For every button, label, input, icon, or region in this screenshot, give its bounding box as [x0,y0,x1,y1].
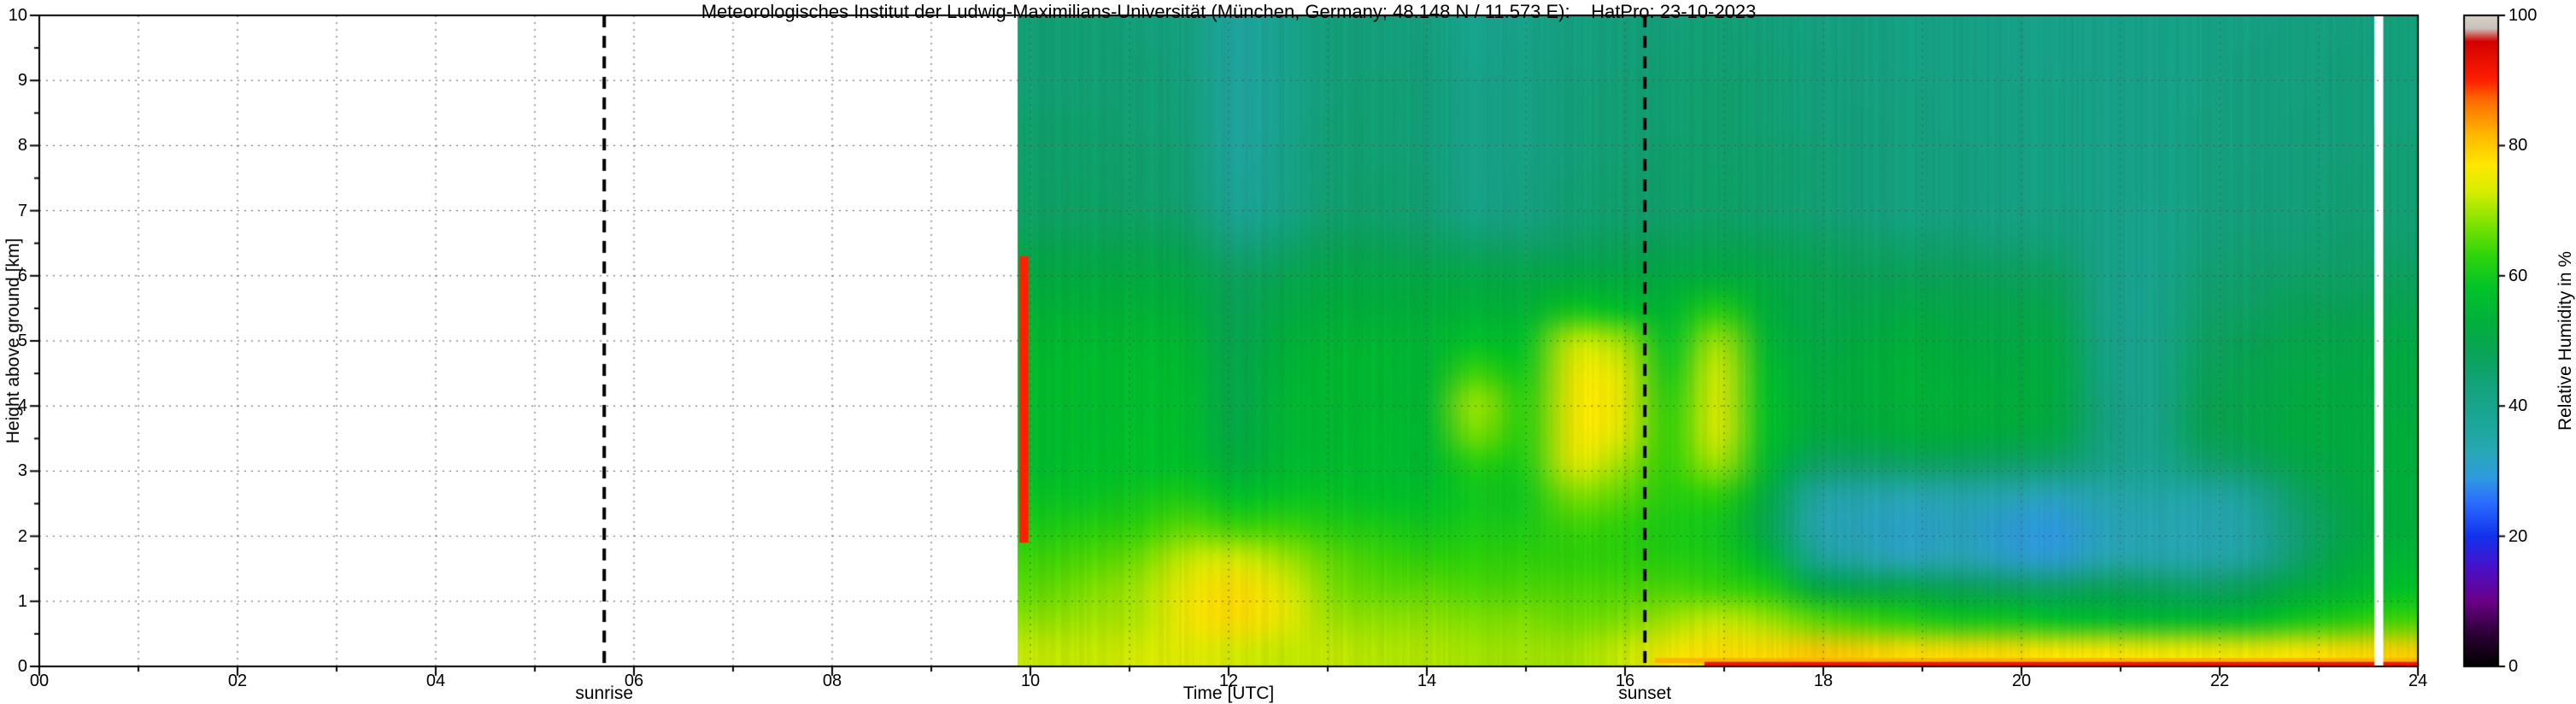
y-tick-label: 0 [17,657,27,676]
colorbar-label: Relative Humidity in % [2555,250,2575,431]
x-axis-label: Time [UTC] [1182,683,1275,703]
x-tick-label: 08 [822,672,842,690]
colorbar-tick-label: 60 [2509,266,2528,285]
y-tick-label: 9 [17,71,27,91]
y-tick-label: 5 [17,331,27,350]
x-tick-label: 20 [2011,672,2032,690]
x-tick-label: 10 [1020,672,1041,690]
x-tick-label: 02 [227,672,248,690]
colorbar-tick-label: 20 [2509,526,2528,546]
y-tick-label: 2 [17,526,27,546]
x-tick-label: 12 [1218,672,1239,690]
x-tick-label: 24 [2408,672,2428,690]
x-tick-label: 18 [1813,672,1834,690]
sunset-annotation-label: sunset [1618,683,1672,703]
y-tick-label: 3 [17,461,27,481]
colorbar-tick-label: 40 [2509,396,2528,416]
x-tick-label: 04 [425,672,446,690]
colorbar-tick-label: 100 [2509,6,2538,25]
y-tick-label: 1 [17,591,27,611]
colorbar-tick-label: 80 [2509,136,2528,155]
y-tick-label: 10 [8,6,27,25]
y-tick-label: 4 [17,396,27,416]
chart-title: Meteorologisches Institut der Ludwig-Max… [701,1,1757,22]
y-tick-label: 6 [17,266,27,285]
y-tick-label: 7 [17,201,27,220]
x-tick-label: 00 [29,672,50,690]
x-tick-label: 14 [1417,672,1437,690]
y-tick-label: 8 [17,136,27,155]
x-tick-label: 06 [624,672,644,690]
sunrise-annotation-label: sunrise [575,683,634,703]
colorbar-tick-label: 0 [2509,657,2519,676]
x-tick-label: 22 [2209,672,2230,690]
x-tick-label: 16 [1615,672,1635,690]
